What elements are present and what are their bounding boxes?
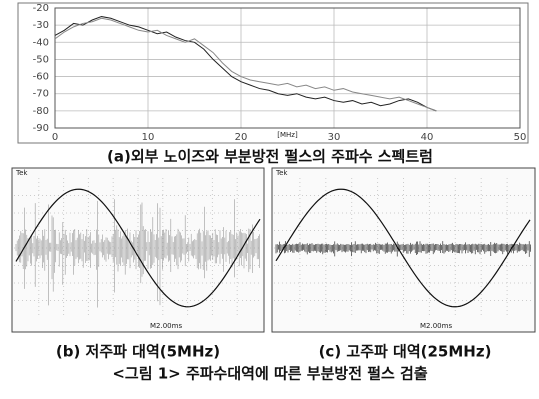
body: -20 -30 -40 -50 -60 -70 -80 -900 10 20 30 40 50 [MHz]… xyxy=(0,0,539,399)
y-tick-label: -40 xyxy=(33,37,49,48)
caption-b: (b) 저주파 대역(5MHz) xyxy=(56,343,220,361)
caption-a: (a)외부 노이즈와 부분방전 펄스의 주파수 스펙트럼 xyxy=(107,148,433,166)
x-tick-label: 10 xyxy=(142,132,155,143)
x-tick-label: 20 xyxy=(235,132,248,143)
x-tick-label: 40 xyxy=(421,132,434,143)
scope-b: Tek M2.00ms xyxy=(12,168,264,332)
caption-c: (c) 고주파 대역(25MHz) xyxy=(319,343,492,361)
x-tick-label: 50 xyxy=(514,132,527,143)
y-tick-label: -50 xyxy=(33,54,49,65)
x-tick-label: 30 xyxy=(328,132,341,143)
y-tick-label: -60 xyxy=(33,72,49,83)
figure-caption: <그림 1> 주파수대역에 따른 부분방전 펄스 검출 xyxy=(112,365,428,383)
chart-frame xyxy=(18,3,528,143)
y-tick-label: -90 xyxy=(33,123,49,134)
y-tick-label: -20 xyxy=(33,3,49,14)
x-tick-label: 0 xyxy=(52,132,58,143)
scope-brand: Tek xyxy=(15,169,28,177)
scope-c: Tek M2.00ms xyxy=(272,168,535,332)
y-tick-label: -80 xyxy=(33,106,49,117)
y-tick-label: -30 xyxy=(33,20,49,31)
scope-timebase: M2.00ms xyxy=(420,322,452,330)
y-tick-label: -70 xyxy=(33,89,49,100)
scope-timebase: M2.00ms xyxy=(150,322,182,330)
x-axis-label: [MHz] xyxy=(277,131,298,139)
page: Figure {"chart_data": {"type": "line", "… xyxy=(0,0,539,399)
figure: -20 -30 -40 -50 -60 -70 -80 -900 10 20 30 40 50 [MHz]… xyxy=(0,0,539,399)
scope-brand: Tek xyxy=(275,169,288,177)
